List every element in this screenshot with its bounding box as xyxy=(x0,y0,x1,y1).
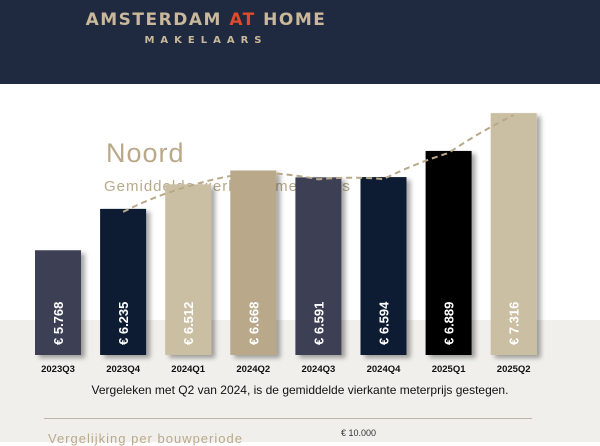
x-tick-label: 2023Q3 xyxy=(41,364,75,375)
bar-value-label: € 6.591 xyxy=(311,302,326,345)
bar-2024Q3 xyxy=(295,177,342,355)
bar-value-label: € 6.512 xyxy=(181,302,196,345)
brand-name-accent: AT xyxy=(229,10,256,30)
brand-subline: MAKELAARS xyxy=(144,35,268,46)
x-tick-label: 2024Q2 xyxy=(236,364,270,375)
bar-value-label: € 6.668 xyxy=(246,302,261,345)
x-tick-label: 2025Q1 xyxy=(432,364,467,375)
section-title: Vergelijking per bouwperiode xyxy=(48,431,243,446)
next-chart-axis-tick: € 10.000 xyxy=(341,428,377,438)
bar-2025Q1 xyxy=(425,150,472,355)
x-tick-label: 2024Q1 xyxy=(171,364,206,375)
bar-value-label: € 6.235 xyxy=(116,302,131,345)
bar-value-label: € 6.594 xyxy=(377,301,392,345)
bar-value-label: € 6.889 xyxy=(442,302,457,345)
bar-2024Q4 xyxy=(360,177,407,355)
header-bar: AMSTERDAM AT HOME MAKELAARS xyxy=(0,0,600,84)
bar-2024Q2 xyxy=(230,170,277,355)
bar-2024Q1 xyxy=(165,184,212,355)
divider xyxy=(44,418,532,419)
brand-name-part2: HOME xyxy=(255,10,327,30)
x-tick-label: 2023Q4 xyxy=(106,364,141,375)
bar-value-label: € 7.316 xyxy=(507,302,522,345)
chart-caption: Vergeleken met Q2 van 2024, is de gemidd… xyxy=(91,383,509,397)
bar-2023Q3 xyxy=(35,250,81,355)
bar-value-label: € 5.768 xyxy=(51,302,66,345)
brand-logo: AMSTERDAM AT HOME xyxy=(0,10,412,30)
trend-line xyxy=(122,114,515,213)
x-tick-label: 2024Q3 xyxy=(301,364,335,375)
x-tick-label: 2024Q4 xyxy=(367,364,402,375)
bar-2023Q4 xyxy=(100,208,147,355)
chart-title: Noord xyxy=(106,138,185,168)
brand-name-part1: AMSTERDAM xyxy=(85,10,230,30)
x-tick-label: 2025Q2 xyxy=(497,364,531,375)
bar-2025Q2 xyxy=(490,113,537,355)
